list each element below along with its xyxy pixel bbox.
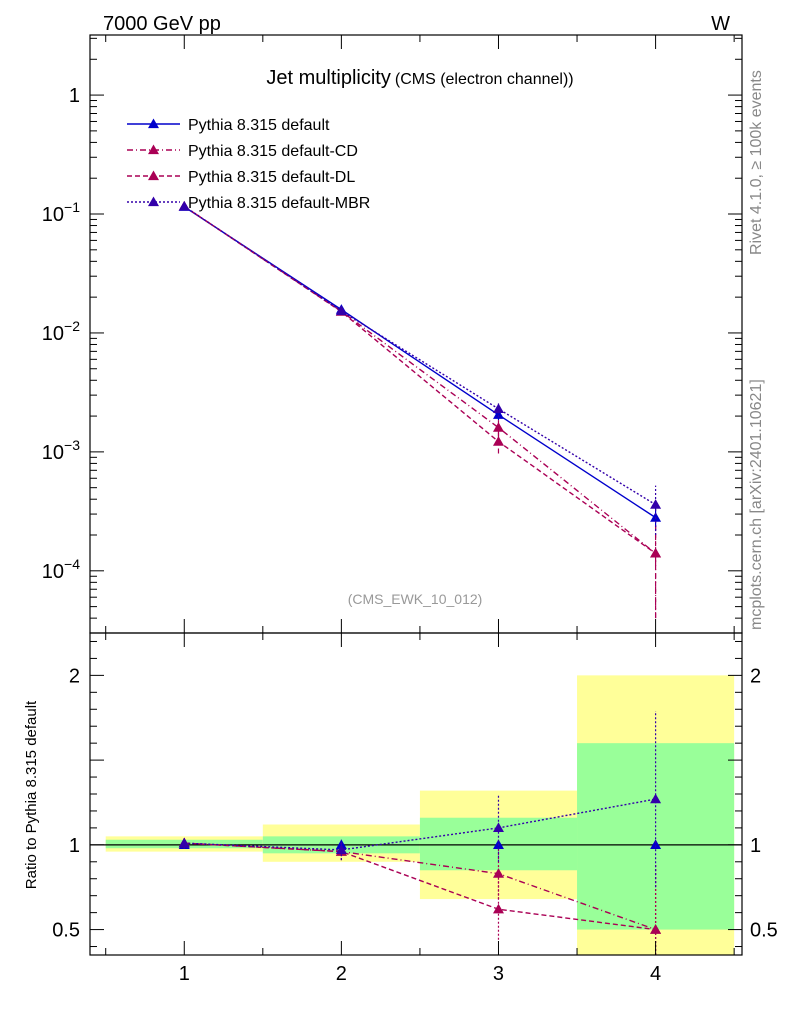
ratio-point-mbr-1 bbox=[178, 837, 190, 848]
main-y-tick-label-2: 10−1 bbox=[42, 199, 80, 226]
ratio-point-default-4 bbox=[650, 839, 662, 849]
main-point-default-3 bbox=[492, 409, 504, 419]
ratio-point-mbr-4 bbox=[650, 793, 662, 804]
ratio-point-default-2 bbox=[335, 839, 347, 849]
ratio-point-cd-3 bbox=[492, 868, 504, 878]
legend-marker-cd bbox=[148, 144, 159, 155]
main-point-dl-3 bbox=[492, 436, 504, 446]
ratio-point-dl-3 bbox=[492, 903, 504, 914]
chart-title: Jet multiplicity (CMS (electron channel)) bbox=[266, 67, 573, 89]
ratio-y-tick-label-right-1: 0.5 bbox=[750, 920, 778, 942]
x-tick-label-4: 4 bbox=[650, 963, 661, 985]
legend-label-cd: Pythia 8.315 default-CD bbox=[188, 143, 358, 160]
chart-subtitle: (CMS (electron channel)) bbox=[395, 71, 574, 88]
ratio-plot-marks bbox=[90, 710, 742, 955]
x-tick-label-1: 1 bbox=[179, 963, 190, 985]
ratio-point-mbr-2 bbox=[335, 844, 347, 855]
legend-marker-mbr bbox=[148, 196, 159, 207]
x-tick-label-2: 2 bbox=[336, 963, 347, 985]
ratio-y-tick-label-right-3: 2 bbox=[750, 665, 761, 687]
main-y-tick-base: 10 bbox=[42, 204, 64, 226]
main-point-mbr-4 bbox=[650, 499, 662, 509]
main-point-mbr-2 bbox=[335, 305, 347, 316]
ratio-point-dl-4 bbox=[650, 924, 662, 934]
ratio-y-tick-label-left-2: 1 bbox=[69, 835, 80, 857]
main-y-tick-base: 10 bbox=[42, 561, 64, 583]
main-y-tick-exponent: −1 bbox=[64, 199, 80, 215]
main-series-line-cd bbox=[183, 205, 657, 554]
ratio-y-axis-label: Ratio to Pythia 8.315 default bbox=[23, 700, 40, 889]
legend: Pythia 8.315 default Pythia 8.315 default… bbox=[127, 117, 370, 212]
ratio-plot-area bbox=[105, 675, 735, 955]
axes: 110−110−210−310−40.5 0.51 12 21 2 3 4 bbox=[42, 35, 778, 985]
main-y-tick-base: 1 bbox=[69, 85, 80, 107]
ratio-series-line-cd bbox=[184, 842, 656, 931]
main-y-tick-exponent: −3 bbox=[64, 437, 80, 453]
header-right-label: W bbox=[711, 13, 730, 35]
main-point-mbr-1 bbox=[178, 200, 190, 211]
ratio-y-tick-label-left-1: 0.5 bbox=[52, 920, 80, 942]
legend-label-dl: Pythia 8.315 default-DL bbox=[188, 169, 355, 186]
chart-title-main: Jet multiplicity bbox=[266, 67, 390, 89]
legend-marker-dl bbox=[148, 170, 159, 181]
main-y-tick-label-5: 10−4 bbox=[42, 556, 80, 583]
ratio-y-tick-label-left-3: 2 bbox=[69, 665, 80, 687]
header-left-label: 7000 GeV pp bbox=[103, 13, 221, 35]
legend-label-mbr: Pythia 8.315 default-MBR bbox=[188, 195, 370, 212]
main-plot-marks bbox=[178, 200, 662, 619]
source-label: mcplots.cern.ch [arXiv:2401.10621] bbox=[748, 379, 765, 630]
ratio-series-line-dl bbox=[184, 842, 656, 931]
ratio-point-mbr-3 bbox=[492, 822, 504, 833]
main-point-default-4 bbox=[650, 512, 662, 522]
main-y-tick-label-1: 1 bbox=[69, 85, 80, 107]
main-y-tick-exponent: −2 bbox=[64, 318, 80, 334]
ratio-series-line-mbr bbox=[184, 798, 656, 851]
main-y-tick-label-4: 10−3 bbox=[42, 437, 80, 464]
analysis-tag: (CMS_EWK_10_012) bbox=[348, 591, 483, 607]
main-point-dl-4 bbox=[650, 547, 662, 558]
main-point-cd-3 bbox=[492, 422, 504, 432]
main-y-tick-exponent: −4 bbox=[64, 556, 80, 572]
ratio-y-tick-label-right-2: 1 bbox=[750, 835, 761, 857]
main-y-tick-label-3: 10−2 bbox=[42, 318, 80, 345]
main-series-line-mbr bbox=[183, 205, 656, 506]
main-point-mbr-3 bbox=[492, 403, 504, 413]
main-series-line-dl bbox=[183, 205, 656, 555]
legend-marker-default bbox=[148, 118, 159, 129]
legend-label-default: Pythia 8.315 default bbox=[188, 117, 330, 134]
rivet-version-label: Rivet 4.1.0, ≥ 100k events bbox=[748, 70, 765, 255]
main-y-tick-base: 10 bbox=[42, 323, 64, 345]
x-tick-label-3: 3 bbox=[493, 963, 504, 985]
main-y-tick-base: 10 bbox=[42, 442, 64, 464]
